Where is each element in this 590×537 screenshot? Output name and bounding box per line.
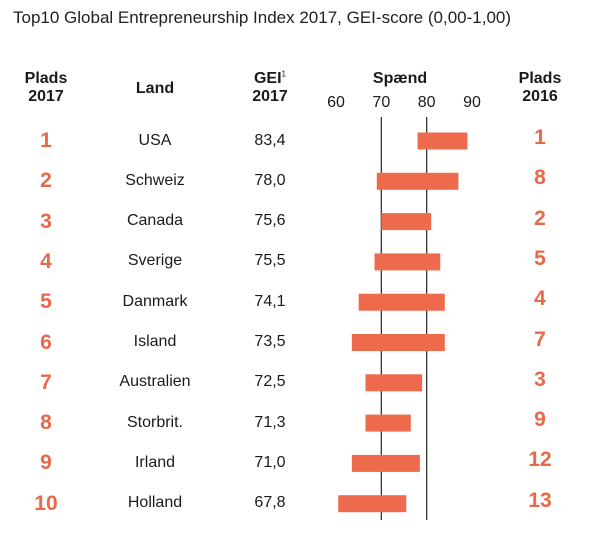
header-span: Spænd bbox=[372, 70, 428, 87]
header-gei-line1: GEI bbox=[253, 70, 282, 87]
country-3: Canada bbox=[126, 212, 184, 230]
chart-title: Top10 Global Entrepreneurship Index 2017… bbox=[13, 8, 512, 27]
span-bar-3 bbox=[381, 213, 432, 231]
header-rank-2017: Plads 2017 bbox=[14, 70, 78, 106]
rank-2017-10: 10 bbox=[34, 491, 58, 515]
header-rank-2016-line1: Plads bbox=[518, 70, 562, 87]
country-6: Island bbox=[133, 333, 177, 350]
span-bar-5 bbox=[358, 293, 445, 311]
span-bar-4 bbox=[374, 253, 441, 271]
country-2: Schweiz bbox=[125, 171, 185, 189]
header-gei: GEI1 2017 bbox=[232, 70, 308, 106]
header-rank-2016: Plads 2016 bbox=[508, 70, 572, 106]
x-tick-label-60: 60 bbox=[327, 94, 345, 111]
gei-score-1: 83,4 bbox=[254, 131, 286, 149]
gei-score-3: 75,6 bbox=[254, 212, 286, 230]
gei-score-6: 73,5 bbox=[254, 333, 286, 350]
rank-2016-6: 7 bbox=[534, 327, 546, 351]
rank-2016-7: 3 bbox=[534, 367, 546, 391]
x-tick-label-70: 70 bbox=[372, 94, 391, 111]
span-bar-7 bbox=[365, 374, 423, 392]
rank-2016-10: 13 bbox=[528, 488, 552, 512]
country-1: USA bbox=[138, 131, 172, 149]
country-5: Danmark bbox=[122, 292, 188, 310]
gei-score-4: 75,5 bbox=[254, 252, 286, 270]
gei-score-10: 67,8 bbox=[254, 494, 286, 512]
rank-2017-9: 9 bbox=[40, 451, 52, 475]
span-bar-1 bbox=[417, 132, 468, 150]
gei-score-9: 71,0 bbox=[254, 453, 286, 471]
rank-2016-2: 8 bbox=[534, 166, 546, 190]
gei-score-8: 71,3 bbox=[254, 413, 286, 431]
rank-2016-5: 4 bbox=[534, 287, 546, 311]
country-9: Irland bbox=[134, 453, 176, 471]
rank-2017-8: 8 bbox=[40, 411, 52, 435]
span-bar-2 bbox=[376, 172, 459, 190]
span-bar-8 bbox=[365, 414, 411, 432]
rank-2017-7: 7 bbox=[40, 370, 52, 394]
header-land: Land bbox=[135, 80, 175, 97]
country-7: Australien bbox=[119, 373, 191, 391]
rank-2016-4: 5 bbox=[534, 246, 546, 270]
span-bar-9 bbox=[351, 454, 420, 472]
country-4: Sverige bbox=[127, 252, 183, 270]
x-tick-label-80: 80 bbox=[417, 94, 436, 111]
gei-score-5: 74,1 bbox=[254, 292, 286, 310]
header-rank-2016-line2: 2016 bbox=[522, 88, 558, 105]
span-bar-10 bbox=[338, 495, 407, 513]
header-rank-2017-line2: 2017 bbox=[28, 88, 64, 105]
header-gei-line2: 2017 bbox=[252, 88, 288, 105]
rank-2016-1: 1 bbox=[534, 126, 546, 149]
rank-2017-6: 6 bbox=[40, 330, 52, 354]
header-rank-2017-line1: Plads bbox=[24, 70, 68, 87]
rank-2017-2: 2 bbox=[40, 169, 52, 193]
rank-2016-9: 12 bbox=[528, 448, 552, 472]
gei-score-7: 72,5 bbox=[254, 373, 286, 391]
rank-2016-8: 9 bbox=[534, 408, 546, 432]
header-gei-footnote: 1 bbox=[281, 69, 286, 79]
rank-2016-3: 2 bbox=[534, 206, 546, 230]
country-10: Holland bbox=[127, 494, 183, 512]
x-tick-label-90: 90 bbox=[463, 94, 481, 111]
rank-2017-3: 3 bbox=[40, 209, 52, 233]
rank-2017-4: 4 bbox=[40, 249, 52, 273]
gei-score-2: 78,0 bbox=[254, 171, 286, 189]
country-8: Storbrit. bbox=[126, 413, 183, 431]
span-bar-6 bbox=[351, 334, 445, 351]
rank-2017-1: 1 bbox=[40, 129, 52, 152]
rank-2017-5: 5 bbox=[40, 290, 52, 314]
